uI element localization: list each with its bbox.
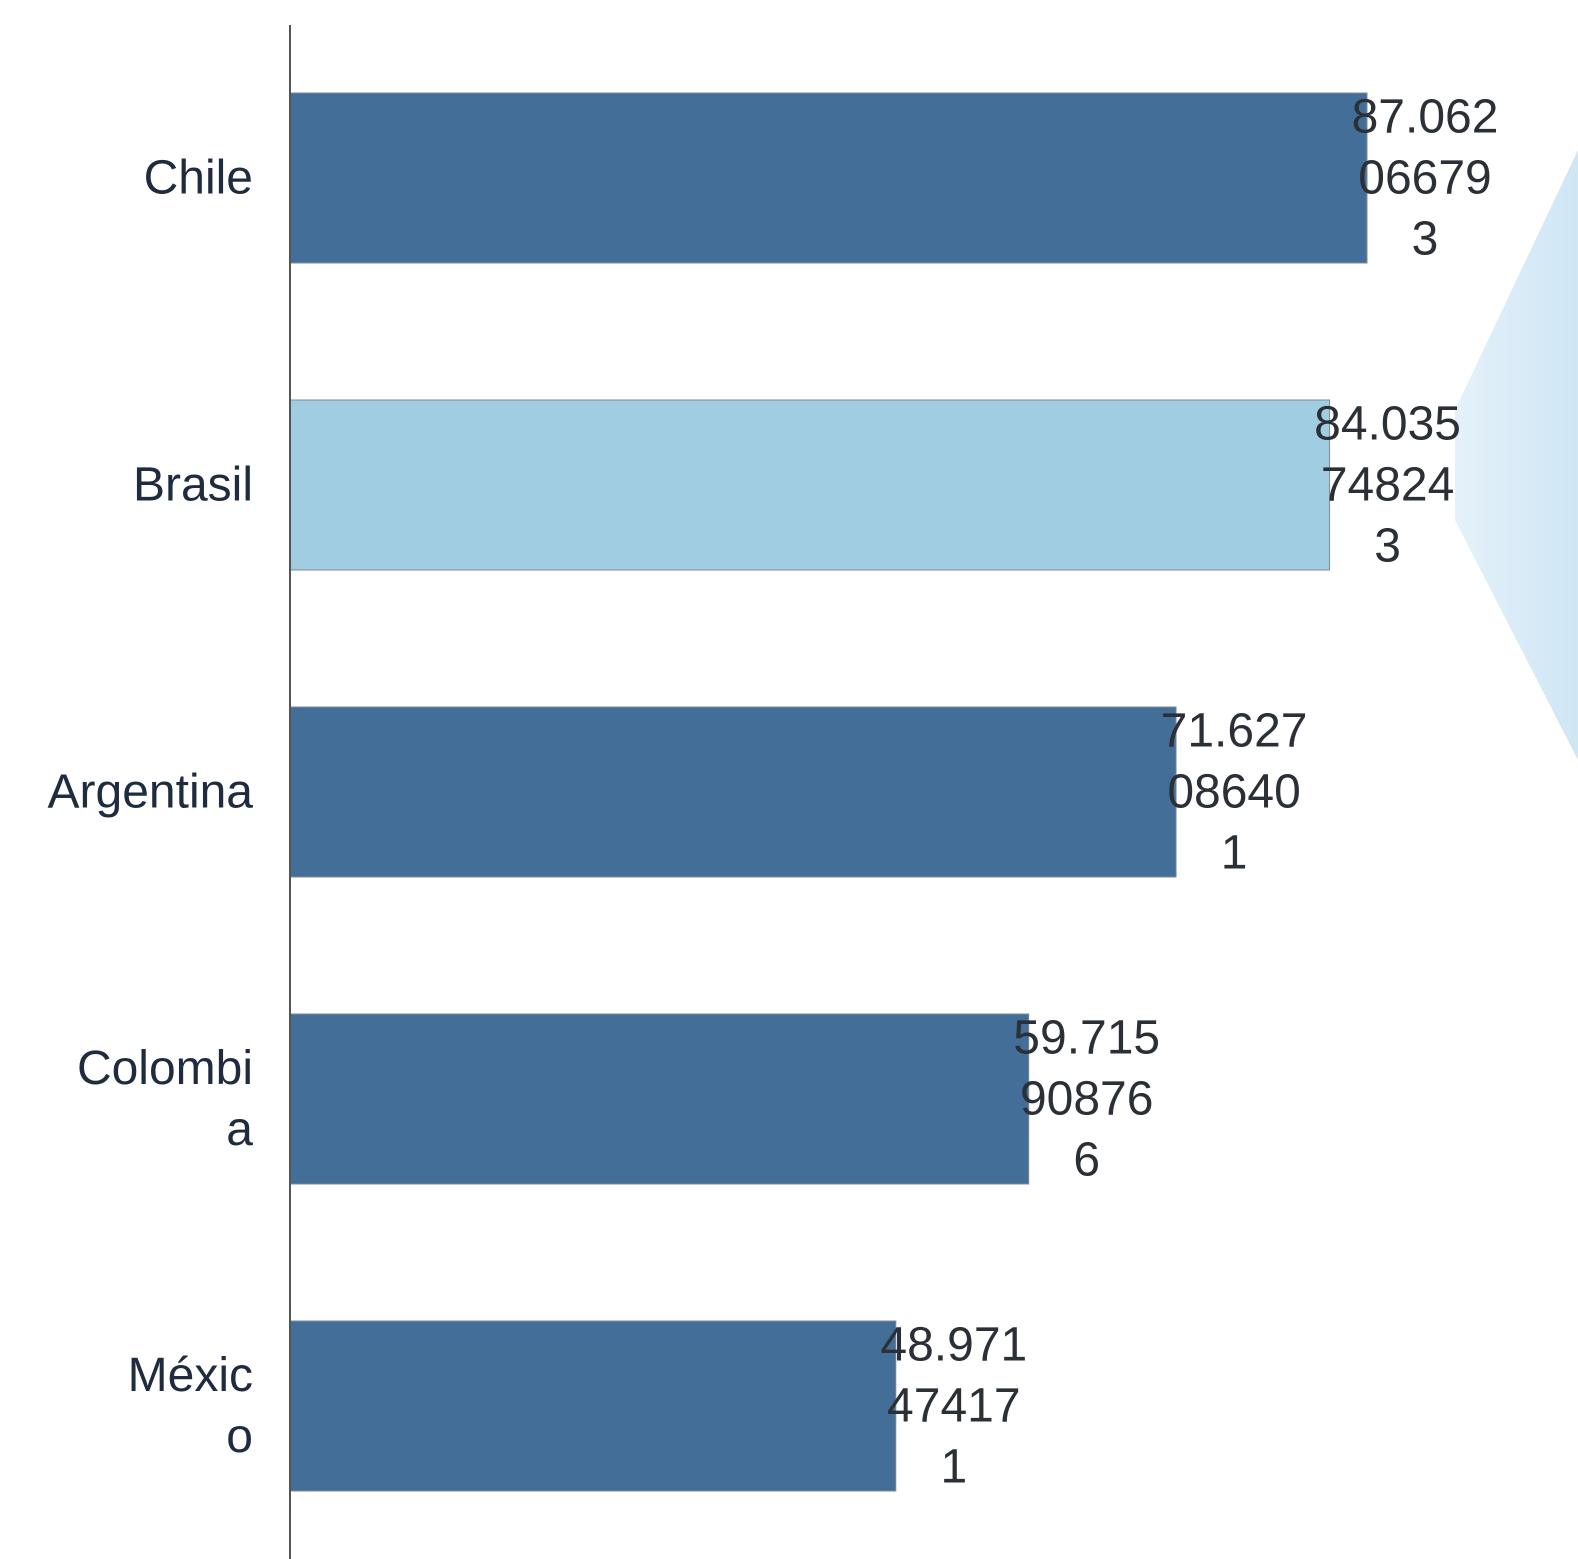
decorative-shape [1455,150,1578,760]
category-label-argentina: Argentina [48,766,254,819]
category-label-colombia: Colombi a [77,1042,253,1156]
value-label-chile: 87.062 06679 3 [1352,91,1499,266]
bar-chile [289,92,1368,264]
bar-colombia [289,1013,1030,1185]
category-label-mexico: Méxic o [128,1349,253,1463]
bar-brasil [289,399,1331,571]
category-label-brasil: Brasil [133,459,253,512]
category-labels: Chile Brasil Argentina Colombi a Méxic o [48,152,254,1464]
bar-mexico [289,1320,897,1492]
bars-group [289,92,1368,1492]
category-label-chile: Chile [144,152,253,205]
value-label-brasil: 84.035 74824 3 [1314,398,1461,573]
value-label-colombia: 59.715 90876 6 [1013,1012,1160,1187]
value-label-mexico: 48.971 47417 1 [880,1319,1027,1494]
bar-argentina [289,706,1177,878]
value-labels: 87.062 06679 3 84.035 74824 371.627 08640 159.7… [880,91,1498,1494]
value-label-argentina: 71.627 08640 1 [1161,705,1308,880]
